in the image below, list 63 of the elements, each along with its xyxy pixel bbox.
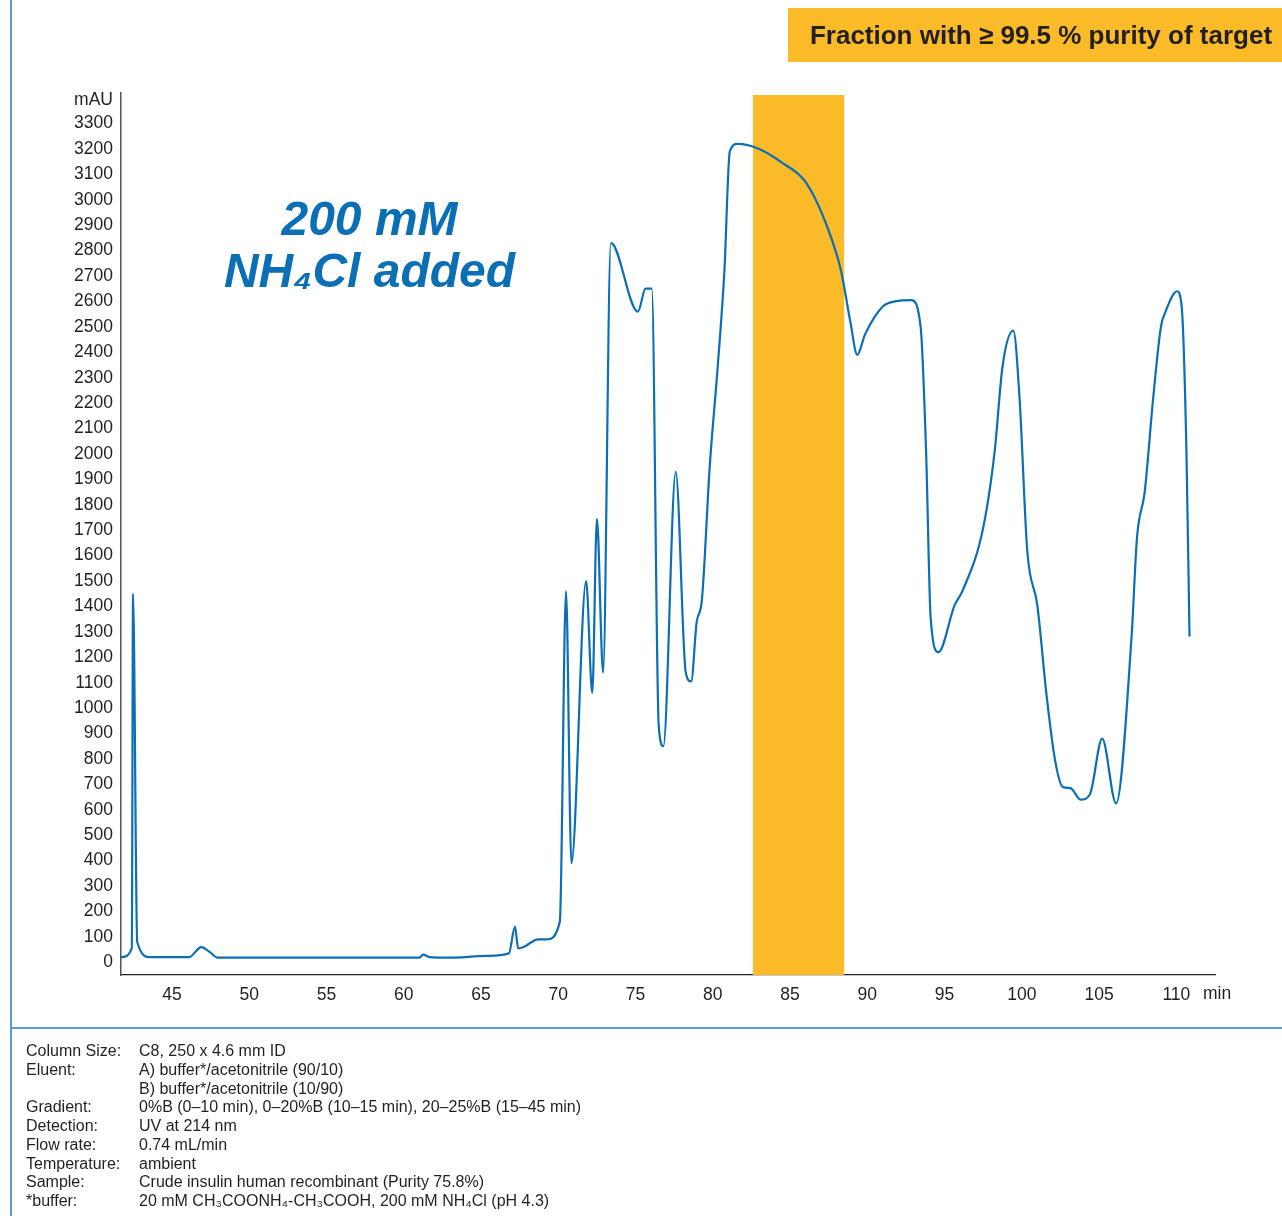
- y-tick-label: 400: [83, 849, 114, 870]
- y-tick-label: 3300: [74, 112, 114, 133]
- x-tick-label: 75: [625, 984, 646, 1005]
- text: B) buffer*/acetonitrile (10/90): [139, 1079, 344, 1097]
- x-tick-label: 100: [1007, 984, 1037, 1005]
- y-tick-label: 1700: [74, 519, 114, 540]
- y-tick-label: 2900: [74, 214, 114, 234]
- text: Column Size: C8, 250 x 4.6 mm ID: [26, 1042, 286, 1061]
- y-tick-label: 2400: [74, 341, 114, 362]
- x-axis-title: min: [1203, 982, 1232, 1003]
- band-label: Fraction with ≥ 99.5 % purity of target: [809, 19, 1273, 51]
- y-tick-label: 100: [83, 925, 114, 946]
- label-box: Fraction with ≥ 99.5 % purity of target: [788, 8, 1282, 62]
- y-tick-label: 1600: [74, 544, 114, 565]
- y-axis-title: mAU: [74, 88, 113, 109]
- y-tick-label: 2700: [74, 264, 114, 285]
- text: Temperature: ambient: [26, 1154, 196, 1174]
- y-tick-label: 3000: [74, 188, 114, 209]
- y-tick-label: 1800: [74, 493, 114, 514]
- y-tick-label: 2200: [74, 391, 114, 412]
- y-tick-label: 600: [83, 798, 114, 819]
- y-tick-label: 1100: [75, 671, 114, 692]
- y-tick-label: 1400: [74, 595, 114, 616]
- y-tick-label: 2600: [74, 290, 114, 311]
- y-tick-label: 2800: [74, 239, 114, 260]
- text: Gradient: 0%B (0–10 min), 0–20%B (10–15 min), 20–25%B (15–45 min): [26, 1098, 582, 1116]
- x-tick-label: 65: [471, 984, 491, 1005]
- y-tick-label: 1300: [74, 620, 114, 641]
- y-tick-label: 2100: [74, 417, 114, 438]
- y-tick-label: 1200: [74, 646, 114, 667]
- x-tick-label: 90: [857, 984, 878, 1005]
- y-tick-label: 900: [83, 722, 114, 743]
- y-tick-label: 3200: [74, 137, 114, 158]
- y-tick-label: 0: [103, 951, 114, 972]
- text: Flow rate: 0.74 mL/min: [26, 1135, 228, 1153]
- x-tick-label: 105: [1084, 984, 1114, 1005]
- text: Eluent: A) buffer*/acetonitrile (90/10): [26, 1060, 344, 1078]
- y-tick-label: 2300: [74, 366, 114, 387]
- y-tick-label: 1500: [74, 569, 114, 590]
- text: *buffer: 20 mM CH₃COONH₄-CH₃COOH, 200 mM NH₄Cl (pH 4.3): [26, 1192, 550, 1209]
- x-tick-label: 60: [394, 984, 414, 1005]
- x-tick-label: 80: [703, 984, 723, 1005]
- x-tick-label: 95: [934, 984, 955, 1005]
- x-tick-label: 70: [548, 984, 569, 1005]
- x-tick-label: 85: [780, 984, 800, 1005]
- x-tick-label: 50: [239, 984, 260, 1005]
- text: Sample: Crude insulin human recombinant (Purity 75.8%): [26, 1173, 485, 1191]
- y-tick-label: 800: [83, 747, 114, 768]
- text: Detection: UV at 214 nm: [26, 1117, 237, 1134]
- y-tick-label: 1000: [74, 696, 114, 717]
- annotation: 200 mM NH₄Cl added: [222, 192, 517, 297]
- line-series: [121, 142, 1191, 959]
- y-tick-label: 2000: [74, 442, 114, 463]
- y-tick-label: 2500: [74, 315, 114, 336]
- y-tick-label: 700: [83, 773, 114, 794]
- y-tick-label: 1900: [74, 468, 114, 489]
- y-tick-label: 3100: [74, 163, 114, 184]
- y-tick-label: 200: [83, 900, 114, 921]
- x-tick-label: 110: [1162, 984, 1191, 1005]
- x-tick-label: 55: [316, 984, 337, 1005]
- x-tick-label: 45: [162, 984, 182, 1005]
- y-tick-label: 300: [83, 874, 114, 895]
- y-tick-label: 500: [83, 824, 114, 845]
